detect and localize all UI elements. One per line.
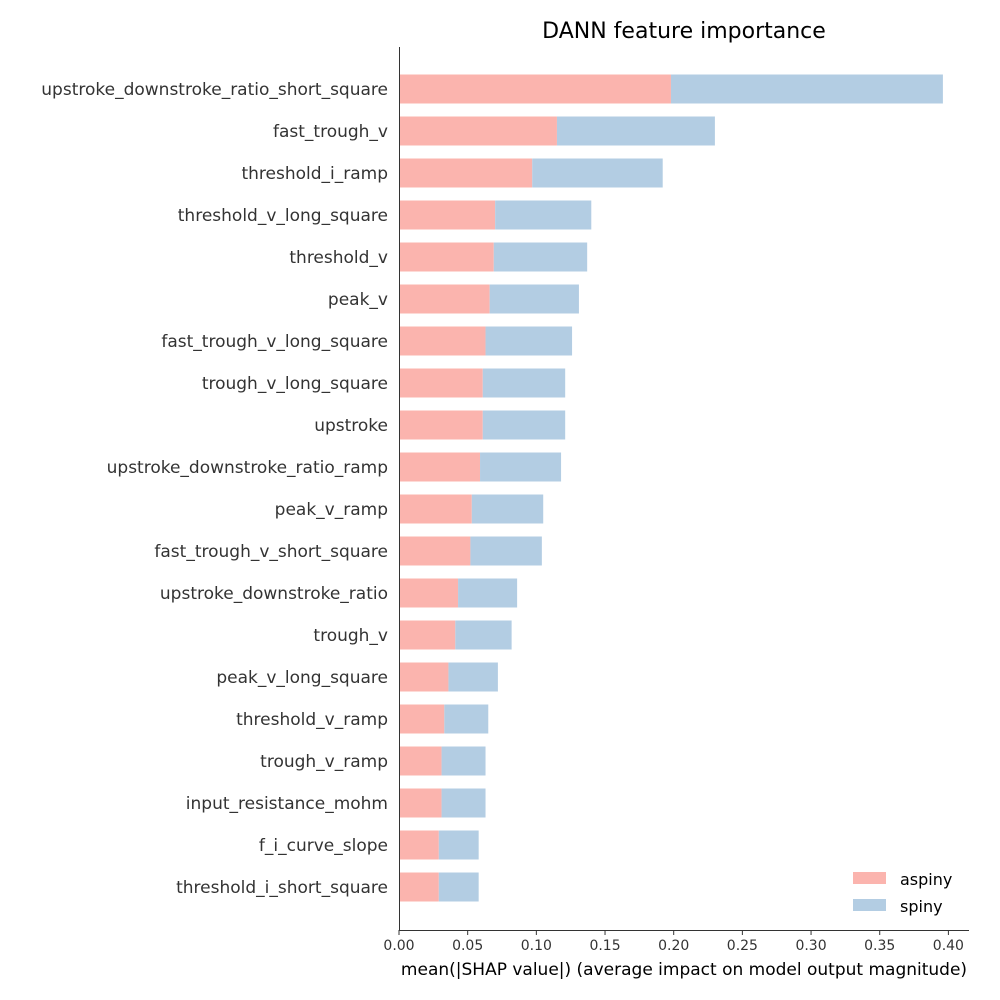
bars-group [399, 74, 943, 902]
category-labels: upstroke_downstroke_ratio_short_squarefa… [41, 80, 388, 898]
x-tick-label: 0.30 [795, 938, 826, 954]
bar-aspiny-fast-trough-v [399, 116, 557, 146]
bar-spiny-f-i-curve-slope [438, 830, 479, 860]
category-label: upstroke_downstroke_ratio_short_square [41, 80, 388, 100]
bar-spiny-upstroke-downstroke-ratio-ramp [480, 452, 562, 482]
bar-aspiny-upstroke-downstroke-ratio-ramp [399, 452, 481, 482]
x-tick-label: 0.05 [452, 938, 483, 954]
bar-aspiny-trough-v-long-square [399, 368, 483, 398]
bar-spiny-threshold-v-ramp [444, 704, 489, 734]
bar-aspiny-fast-trough-v-short-square [399, 536, 471, 566]
category-label: upstroke [314, 416, 388, 436]
x-tick-label: 0.15 [589, 938, 620, 954]
category-label: threshold_i_short_square [176, 878, 388, 898]
category-label: trough_v [313, 626, 388, 646]
bar-aspiny-upstroke-downstroke-ratio [399, 578, 459, 608]
bar-spiny-threshold-v [493, 242, 588, 272]
bar-aspiny-threshold-v-ramp [399, 704, 445, 734]
bar-aspiny-threshold-i-short-square [399, 872, 439, 902]
category-label: threshold_v_ramp [236, 710, 388, 730]
legend-swatch-spiny [853, 899, 886, 911]
x-axis-label: mean(|SHAP value|) (average impact on mo… [401, 960, 967, 980]
bar-spiny-fast-trough-v [556, 116, 715, 146]
category-label: trough_v_long_square [202, 374, 388, 394]
bar-spiny-upstroke-downstroke-ratio [458, 578, 518, 608]
bar-aspiny-threshold-v-long-square [399, 200, 496, 230]
bar-aspiny-trough-v-ramp [399, 746, 442, 776]
bar-spiny-fast-trough-v-long-square [485, 326, 573, 356]
category-label: fast_trough_v_short_square [154, 542, 388, 562]
category-label: peak_v [328, 290, 388, 310]
chart-title: DANN feature importance [542, 19, 826, 44]
bar-spiny-threshold-v-long-square [495, 200, 592, 230]
bar-aspiny-peak-v-ramp [399, 494, 472, 524]
bar-aspiny-fast-trough-v-long-square [399, 326, 486, 356]
bar-aspiny-peak-v [399, 284, 490, 314]
bar-aspiny-trough-v [399, 620, 456, 650]
bar-spiny-input-resistance-mohm [441, 788, 486, 818]
x-tick-label: 0.10 [521, 938, 552, 954]
bar-aspiny-threshold-v [399, 242, 494, 272]
legend-label-aspiny: aspiny [900, 870, 952, 889]
bar-aspiny-input-resistance-mohm [399, 788, 442, 818]
bar-spiny-threshold-i-short-square [438, 872, 479, 902]
category-label: peak_v_ramp [275, 500, 388, 520]
bar-spiny-peak-v-ramp [471, 494, 544, 524]
bar-spiny-threshold-i-ramp [532, 158, 663, 188]
category-label: threshold_i_ramp [241, 164, 388, 184]
category-label: peak_v_long_square [216, 668, 388, 688]
bar-spiny-trough-v-ramp [441, 746, 486, 776]
x-tick-label: 0.25 [727, 938, 758, 954]
category-label: f_i_curve_slope [259, 836, 388, 856]
bar-aspiny-upstroke-downstroke-ratio-short-square [399, 74, 671, 104]
legend-label-spiny: spiny [900, 897, 943, 916]
category-label: trough_v_ramp [260, 752, 388, 772]
category-label: upstroke_downstroke_ratio [160, 584, 388, 604]
bar-aspiny-threshold-i-ramp [399, 158, 533, 188]
legend: aspiny spiny [853, 870, 952, 916]
bar-spiny-trough-v-long-square [482, 368, 566, 398]
category-label: input_resistance_mohm [186, 794, 388, 814]
bar-spiny-peak-v [489, 284, 579, 314]
bar-aspiny-f-i-curve-slope [399, 830, 439, 860]
bar-spiny-upstroke-downstroke-ratio-short-square [670, 74, 943, 104]
bar-spiny-fast-trough-v-short-square [470, 536, 542, 566]
x-ticks: 0.00 0.05 0.10 0.15 0.20 0.25 0.30 0.35 0.40 [383, 930, 964, 954]
category-label: fast_trough_v_long_square [161, 332, 388, 352]
category-label: upstroke_downstroke_ratio_ramp [107, 458, 388, 478]
category-label: fast_trough_v [273, 122, 388, 142]
x-tick-label: 0.40 [933, 938, 964, 954]
bar-spiny-upstroke [482, 410, 566, 440]
category-label: threshold_v_long_square [178, 206, 388, 226]
bar-spiny-peak-v-long-square [448, 662, 498, 692]
bar-aspiny-upstroke [399, 410, 483, 440]
x-tick-label: 0.00 [383, 938, 414, 954]
x-tick-label: 0.20 [658, 938, 689, 954]
x-tick-label: 0.35 [864, 938, 895, 954]
bar-spiny-trough-v [455, 620, 512, 650]
bar-aspiny-peak-v-long-square [399, 662, 449, 692]
category-label: threshold_v [289, 248, 388, 268]
legend-swatch-aspiny [853, 872, 886, 884]
